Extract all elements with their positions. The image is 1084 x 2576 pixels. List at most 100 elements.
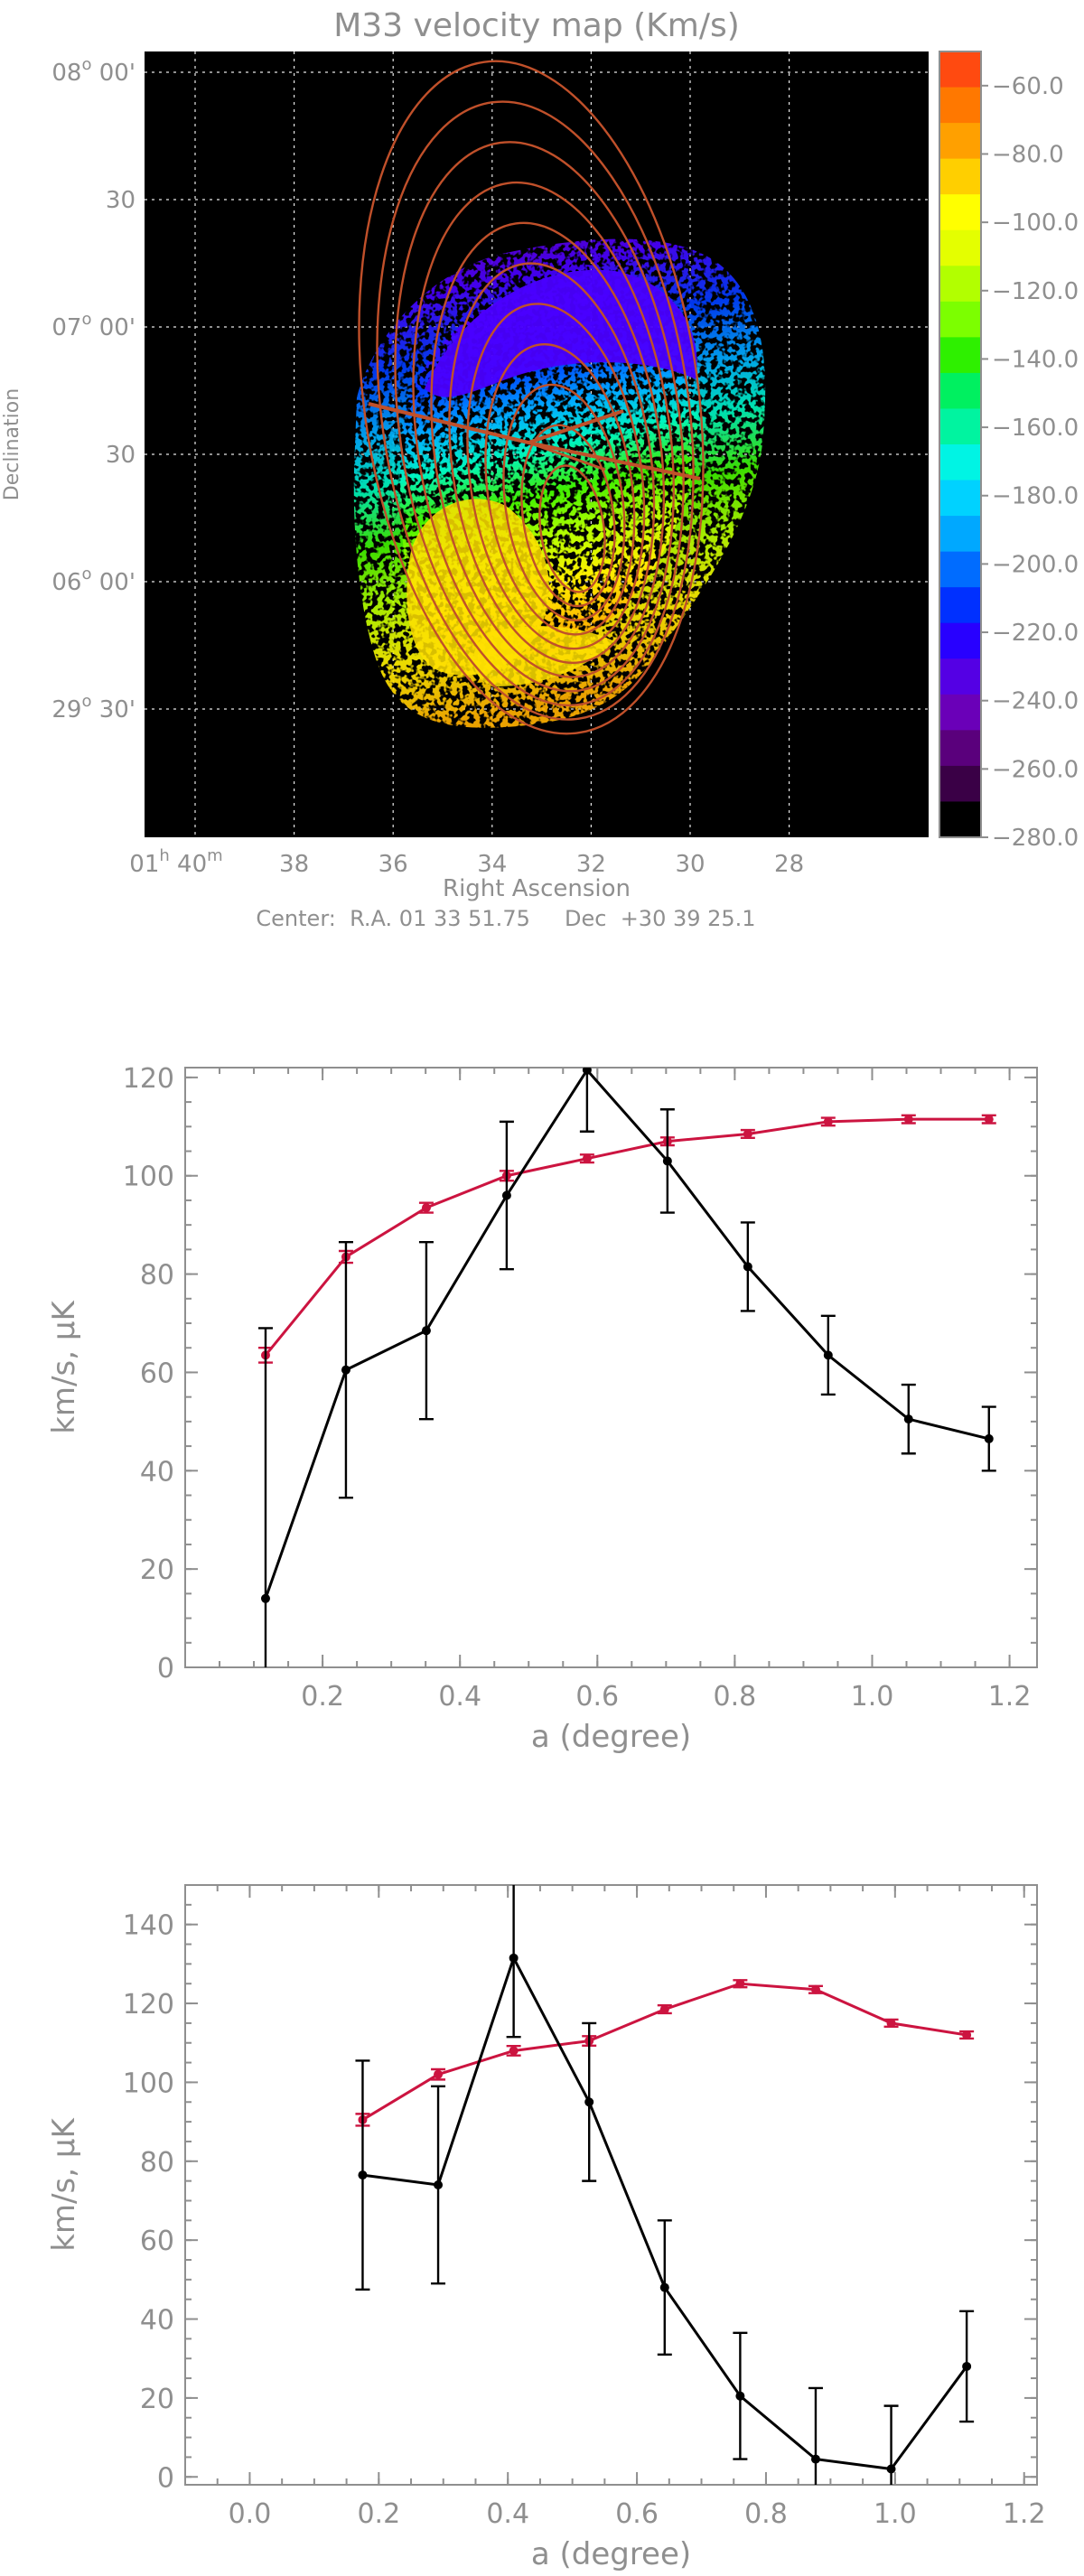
colorbar-band bbox=[939, 587, 981, 624]
map-title: M33 velocity map (Km/s) bbox=[333, 7, 740, 44]
map-x-tick-label: 34 bbox=[477, 851, 507, 878]
map-x-tick-label: 36 bbox=[378, 851, 408, 878]
map-center-footer: Center: R.A. 01 33 51.75 Dec +30 39 25.1 bbox=[256, 906, 755, 931]
y-tick-label: 40 bbox=[140, 2305, 174, 2337]
rotation-curve-chart-1: 0.2 0.4 0.6 0.8 1.0 1.2 0 20 40 60 80 100 120 a (degr… bbox=[46, 1063, 1038, 1755]
y-tick-label: 120 bbox=[123, 1989, 174, 2021]
tilted-ring bbox=[412, 181, 675, 693]
data-point bbox=[962, 2361, 972, 2371]
map-y-tick-label: 30 bbox=[106, 442, 136, 469]
data-point bbox=[260, 1593, 270, 1603]
map-x-tick-label: 32 bbox=[576, 851, 606, 878]
tilted-ring bbox=[466, 303, 646, 650]
colorbar-band bbox=[939, 444, 981, 481]
data-point bbox=[886, 2018, 896, 2028]
plot-series-area bbox=[355, 1885, 975, 2485]
series-line bbox=[264, 1068, 990, 1600]
x-tick-label: 0.4 bbox=[486, 2498, 529, 2530]
map-y-tick-label: 08o 00' bbox=[51, 55, 136, 87]
x-tick-label: 1.2 bbox=[988, 1681, 1032, 1713]
y-tick-label: 20 bbox=[140, 1554, 174, 1586]
tilted-ring bbox=[376, 100, 695, 721]
data-point bbox=[659, 2004, 669, 2014]
colorbar-band bbox=[939, 516, 981, 553]
x-tick-label: 0.2 bbox=[301, 1681, 344, 1713]
colorbar-band bbox=[939, 801, 981, 838]
ring-pa-line-north bbox=[528, 409, 624, 444]
data-point bbox=[509, 1953, 519, 1963]
x-tick-label: 1.2 bbox=[1003, 2498, 1046, 2530]
data-point bbox=[421, 1326, 431, 1336]
data-point bbox=[341, 1365, 350, 1375]
galaxy-northern-arm bbox=[425, 269, 697, 397]
data-point bbox=[903, 1115, 913, 1125]
colorbar-tick-label: −220.0 bbox=[992, 620, 1079, 647]
colorbar-band bbox=[939, 301, 981, 338]
colorbar-frame bbox=[939, 51, 982, 838]
colorbar-tick-label: −260.0 bbox=[992, 756, 1079, 783]
y-tick-label: 140 bbox=[123, 1910, 174, 1942]
black-series bbox=[257, 1068, 996, 1667]
data-point bbox=[434, 2180, 444, 2189]
tilted-ring bbox=[448, 262, 656, 665]
series-line bbox=[362, 1954, 968, 2471]
data-point bbox=[903, 1414, 913, 1424]
data-point bbox=[659, 2282, 669, 2292]
red-series bbox=[355, 1979, 975, 2127]
y-axis-label: km/s, µK bbox=[46, 1300, 82, 1434]
colorbar-band bbox=[939, 87, 981, 124]
red-series bbox=[257, 1114, 996, 1364]
colorbar-band bbox=[939, 622, 981, 659]
data-point bbox=[962, 2030, 972, 2039]
colorbar-tick-label: −200.0 bbox=[992, 551, 1079, 578]
ring-pa-line-east bbox=[528, 441, 701, 481]
tilted-ring bbox=[484, 342, 636, 636]
data-point bbox=[582, 1068, 592, 1075]
colorbar-band bbox=[939, 408, 981, 445]
y-tick-label: 40 bbox=[140, 1456, 174, 1488]
data-point bbox=[358, 2170, 368, 2180]
map-y-tick-label: 29o 30' bbox=[51, 692, 136, 723]
data-point bbox=[810, 2454, 820, 2464]
x-tick-label: 0.0 bbox=[229, 2498, 272, 2530]
data-point bbox=[823, 1350, 833, 1360]
y-tick-label: 60 bbox=[140, 2226, 174, 2257]
data-point bbox=[421, 1203, 431, 1213]
colorbar-band bbox=[939, 123, 981, 160]
data-point bbox=[662, 1156, 672, 1166]
y-tick-label: 100 bbox=[123, 2067, 174, 2099]
x-tick-label: 0.2 bbox=[357, 2498, 400, 2530]
y-tick-label: 0 bbox=[157, 1653, 174, 1685]
x-tick-label: 0.6 bbox=[575, 1681, 619, 1713]
tilted-ring bbox=[502, 383, 626, 621]
data-point bbox=[434, 2069, 444, 2079]
colorbar-tick-label: −240.0 bbox=[992, 688, 1079, 715]
map-x-tick-label: 28 bbox=[774, 851, 804, 878]
data-point bbox=[735, 1979, 745, 1989]
colorbar-tick-label: −100.0 bbox=[992, 210, 1079, 237]
map-y-tick-label: 30 bbox=[106, 187, 136, 214]
colorbar-tick-label: −180.0 bbox=[992, 483, 1079, 510]
tilted-ring bbox=[358, 60, 705, 735]
colorbar-tick-label: −120.0 bbox=[992, 278, 1079, 305]
data-point bbox=[735, 2391, 745, 2401]
y-tick-label: 100 bbox=[123, 1162, 174, 1193]
colorbar-band bbox=[939, 765, 981, 803]
y-tick-label: 120 bbox=[123, 1063, 174, 1095]
map-x-tick-label: 38 bbox=[279, 851, 309, 878]
x-axis-label: a (degree) bbox=[531, 1719, 691, 1755]
colorbar-tick-label: −280.0 bbox=[992, 825, 1079, 852]
tilted-ring bbox=[394, 141, 685, 707]
x-tick-label: 1.0 bbox=[851, 1681, 894, 1713]
colorbar-tick-label: −160.0 bbox=[992, 415, 1079, 442]
ring-pa-line-west bbox=[368, 402, 529, 444]
y-tick-label: 80 bbox=[140, 1260, 174, 1292]
tilted-ring bbox=[520, 424, 616, 608]
tilted-ring bbox=[430, 221, 666, 678]
map-y-label: Declination bbox=[1, 388, 23, 500]
colorbar-band bbox=[939, 694, 981, 731]
colorbar-tick-label: −80.0 bbox=[992, 141, 1064, 168]
y-tick-label: 20 bbox=[140, 2384, 174, 2415]
black-series bbox=[355, 1885, 975, 2485]
colorbar-tick-label: −60.0 bbox=[992, 73, 1064, 100]
